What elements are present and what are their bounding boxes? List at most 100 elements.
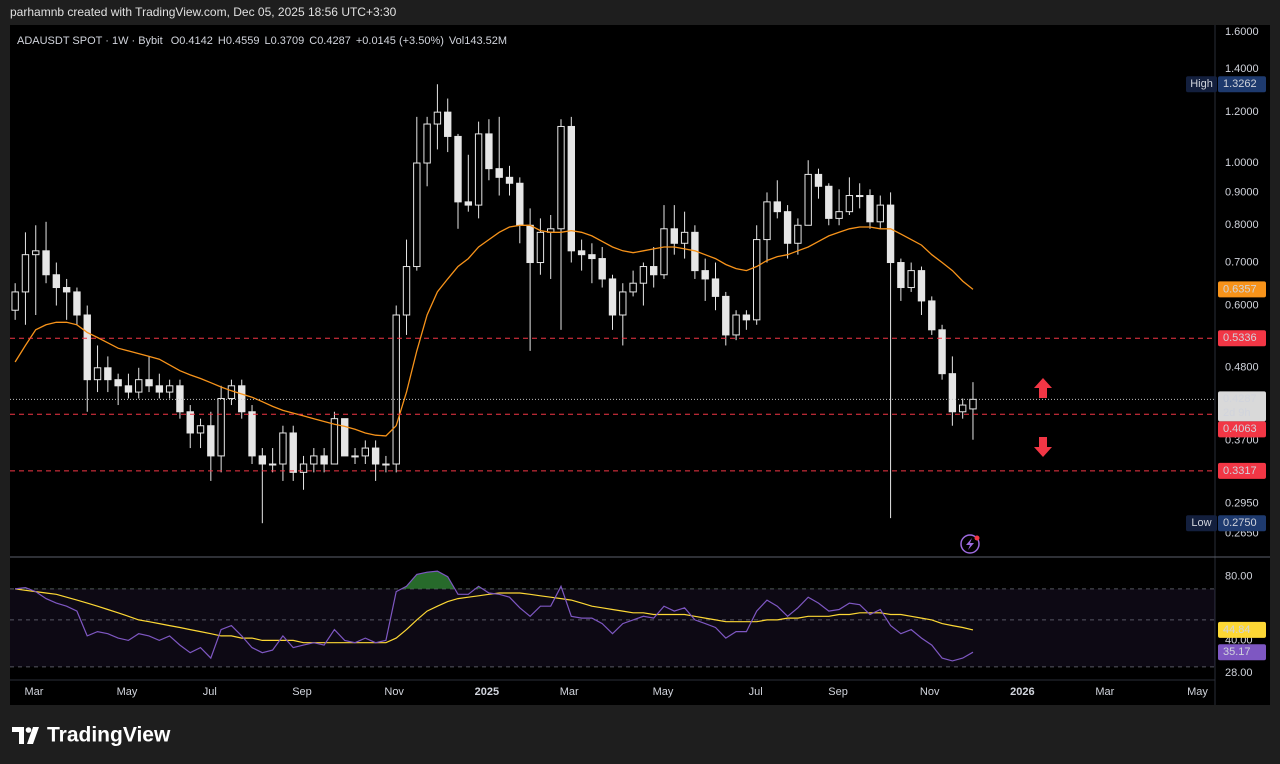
candle-body xyxy=(217,397,225,457)
x-tick-label: May xyxy=(653,686,674,698)
candle-body xyxy=(104,367,112,381)
level-label: 0.4063 xyxy=(1223,423,1257,435)
extreme-value-box xyxy=(1218,515,1266,532)
rsi-tick-label: 28.00 xyxy=(1225,667,1253,679)
candle-body xyxy=(454,135,462,203)
y-tick-label: 0.6000 xyxy=(1225,299,1259,311)
y-tick-label: 1.6000 xyxy=(1225,26,1259,38)
candle-body xyxy=(196,425,205,434)
candle-body xyxy=(145,379,153,387)
level-box xyxy=(1218,421,1266,438)
legend-value: H0.4559 xyxy=(218,35,260,47)
x-tick-label: Nov xyxy=(920,686,940,698)
candle-body xyxy=(639,266,648,284)
candle-body xyxy=(680,231,689,244)
candle-body xyxy=(165,385,174,393)
extreme-value-box xyxy=(1218,76,1266,93)
candle-body xyxy=(299,463,308,473)
candle-body xyxy=(804,173,812,226)
legend-symbol: ADAUSDT SPOT · 1W · Bybit xyxy=(17,35,163,47)
candle-body xyxy=(361,447,370,457)
legend-value: C0.4287 xyxy=(309,35,351,47)
candle-body xyxy=(886,204,895,264)
candle-body xyxy=(567,125,575,252)
candle-body xyxy=(928,300,936,331)
candle-body xyxy=(320,455,328,465)
candle-body xyxy=(588,254,596,260)
candle-body xyxy=(619,291,627,316)
legend-value: +0.0145 (+3.50%) xyxy=(356,35,444,47)
extreme-name: High xyxy=(1190,78,1213,90)
rsi-band xyxy=(10,588,1215,667)
candle-body xyxy=(268,463,277,466)
candle-body xyxy=(474,133,483,206)
y-tick-label: 0.2950 xyxy=(1225,498,1259,510)
level-label: 0.3317 xyxy=(1223,465,1257,477)
candle-body xyxy=(608,278,617,316)
rsi-line xyxy=(15,570,974,662)
candle-body xyxy=(135,379,143,393)
x-tick-label: Sep xyxy=(292,686,312,698)
candle-body xyxy=(917,270,926,302)
extreme-name-box xyxy=(1186,76,1217,93)
legend: ADAUSDT SPOT · 1W · Bybit O0.4142 H0.4559 L… xyxy=(17,35,507,47)
extreme-name-box xyxy=(1186,515,1217,532)
rsi-value-label: 35.17 xyxy=(1223,646,1251,658)
candle-body xyxy=(763,201,771,241)
candle-body xyxy=(11,291,19,311)
candle-body xyxy=(742,314,751,321)
legend-value: O0.4142 xyxy=(171,35,213,47)
candle-body xyxy=(62,287,71,293)
candle-body xyxy=(433,111,442,125)
candle-body xyxy=(413,162,421,268)
candle-body xyxy=(258,455,267,465)
x-tick-label: Mar xyxy=(25,686,44,698)
candle-body xyxy=(207,425,215,457)
up-arrow xyxy=(1034,378,1052,398)
plot-layer: 1.6000 1.4000 1.2000 1.0000 0.9000 0.8000 0.70… xyxy=(10,26,1266,698)
candle-body xyxy=(701,270,709,280)
x-tick-label: 2025 xyxy=(475,686,499,698)
x-tick-label: Mar xyxy=(1095,686,1114,698)
ma-value-box xyxy=(1218,281,1266,298)
candle-body xyxy=(83,314,91,381)
candle-body xyxy=(402,266,411,316)
candle-body xyxy=(670,228,678,244)
alert-icon[interactable] xyxy=(960,534,980,554)
last-price-label: 0.4287 xyxy=(1223,393,1257,405)
extreme-value: 1.3262 xyxy=(1223,78,1257,90)
candle-body xyxy=(392,314,400,465)
candle-body xyxy=(351,455,359,458)
candle-body xyxy=(557,125,565,230)
candle-body xyxy=(495,168,503,178)
y-tick-label: 1.2000 xyxy=(1225,106,1259,118)
chart-area xyxy=(10,25,1270,705)
candle-body xyxy=(516,182,524,226)
x-tick-label: Mar xyxy=(560,686,579,698)
candle-body xyxy=(536,231,545,264)
rsi-value-box xyxy=(1218,644,1266,661)
candle-body xyxy=(948,373,957,413)
candle-body xyxy=(526,224,534,264)
down-arrow xyxy=(1034,437,1052,457)
candle-body xyxy=(423,123,431,164)
candle-body xyxy=(866,195,874,223)
candle-body xyxy=(897,262,905,289)
legend-value: Vol143.52M xyxy=(449,35,507,47)
rsi-pane xyxy=(10,570,1215,668)
y-tick-label: 0.7000 xyxy=(1225,256,1259,268)
candle-body xyxy=(629,282,637,293)
candle-body xyxy=(505,176,514,184)
candle-body xyxy=(186,411,194,434)
ma-value-label: 0.6357 xyxy=(1223,283,1257,295)
candle-body xyxy=(279,432,287,465)
candle-body xyxy=(485,133,493,170)
candle-body xyxy=(969,398,977,410)
candle-body xyxy=(907,270,915,289)
candle-body xyxy=(21,254,30,293)
last-price-box xyxy=(1218,391,1266,422)
y-tick-label: 0.8000 xyxy=(1225,219,1259,231)
candle-body xyxy=(248,411,256,457)
candle-body xyxy=(382,463,390,466)
